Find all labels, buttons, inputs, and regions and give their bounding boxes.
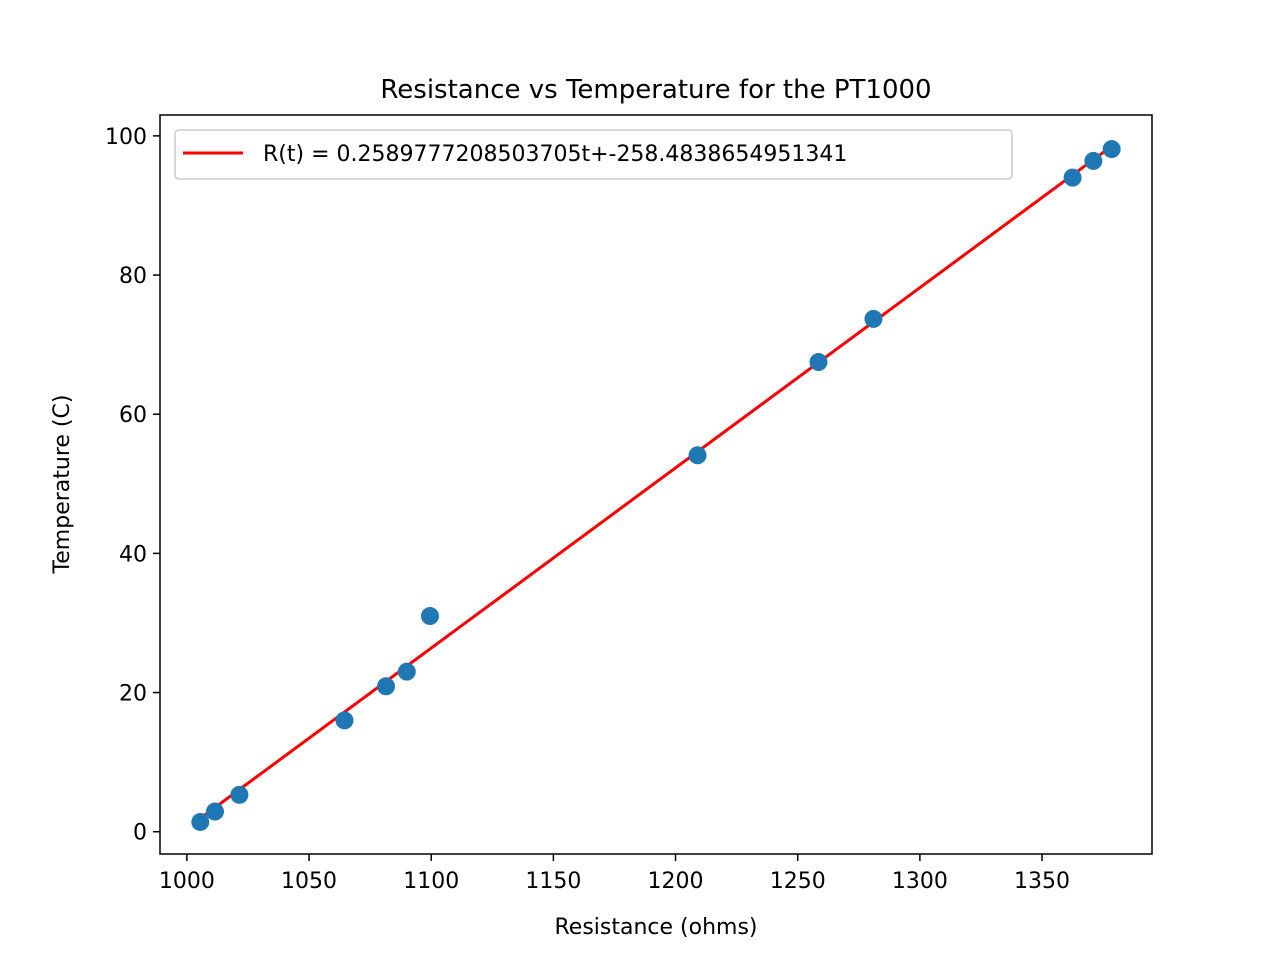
y-axis-label: Temperature (C) <box>50 395 75 575</box>
legend-box <box>174 129 1013 180</box>
legend-fit-line-label: R(t) = 0.2589777208503705t+-258.48386549… <box>263 142 847 167</box>
chart-title: Resistance vs Temperature for the PT1000 <box>380 75 931 105</box>
x-tick-label: 1300 <box>892 869 948 894</box>
scatter-point <box>1102 140 1121 159</box>
scatter-point <box>397 662 416 681</box>
x-tick-label: 1100 <box>403 869 459 894</box>
scatter-point <box>191 812 210 831</box>
scatter-point <box>864 309 883 328</box>
scatter-point <box>688 446 707 465</box>
y-axis: 0 20 40 60 80 100 <box>105 125 160 846</box>
scatter-point <box>809 353 828 372</box>
y-tick-label: 40 <box>119 542 147 567</box>
x-tick-label: 1250 <box>770 869 826 894</box>
scatter-point <box>1063 168 1082 187</box>
y-tick-label: 0 <box>133 821 147 846</box>
y-tick-label: 60 <box>119 403 147 428</box>
scatter-point <box>335 711 354 730</box>
y-tick-label: 20 <box>119 682 147 707</box>
x-tick-label: 1050 <box>281 869 337 894</box>
x-tick-label: 1150 <box>525 869 581 894</box>
x-tick-label: 1000 <box>159 869 215 894</box>
plot-area-frame <box>159 114 1153 855</box>
scatter-point <box>205 802 224 821</box>
legend: R(t) = 0.2589777208503705t+-258.48386549… <box>174 129 1013 180</box>
fit-line-layer <box>199 144 1113 820</box>
x-tick-label: 1200 <box>648 869 704 894</box>
y-tick-label: 80 <box>119 264 147 289</box>
scatter-point <box>420 607 439 626</box>
fit-line <box>199 144 1113 820</box>
scatter-points-layer <box>191 140 1121 831</box>
y-tick-label: 100 <box>105 125 147 150</box>
scatter-point <box>230 785 249 804</box>
scatter-point <box>1084 151 1103 170</box>
x-axis-label: Resistance (ohms) <box>554 915 757 940</box>
scatter-point <box>377 677 396 696</box>
x-axis: 1000 1050 1100 1150 1200 1250 1300 1350 <box>159 854 1070 894</box>
x-tick-label: 1350 <box>1014 869 1070 894</box>
